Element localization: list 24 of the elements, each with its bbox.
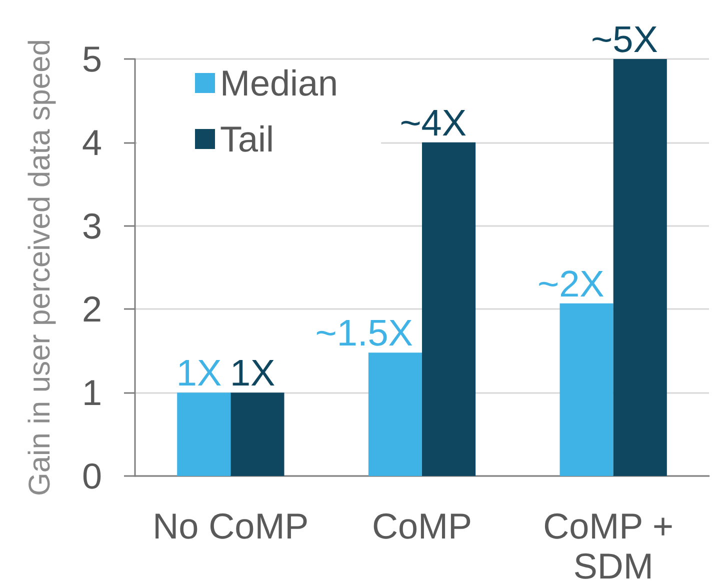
bar xyxy=(177,392,231,476)
bar xyxy=(230,392,284,476)
bar xyxy=(422,142,476,476)
bar xyxy=(560,303,614,476)
data-label: ~4X xyxy=(400,102,467,144)
y-axis-title: Gain in user perceived data speed xyxy=(24,39,56,496)
y-tick-label: 5 xyxy=(82,38,102,80)
legend-label: Median xyxy=(220,62,338,104)
y-tick-label: 0 xyxy=(82,456,102,496)
y-tick-label: 4 xyxy=(82,122,102,163)
data-label: ~2X xyxy=(537,263,604,304)
x-tick-label: CoMP + SDM xyxy=(543,506,684,586)
x-tick-label: CoMP xyxy=(372,506,472,546)
legend-label: Tail xyxy=(220,118,274,160)
bar xyxy=(613,59,667,476)
bar xyxy=(368,352,422,476)
data-label: ~1.5X xyxy=(315,312,413,354)
data-label: 1X xyxy=(176,352,222,394)
y-tick-label: 2 xyxy=(82,288,102,330)
x-tick-label: No CoMP xyxy=(152,506,309,546)
y-tick-label: 3 xyxy=(82,205,102,246)
data-label: ~5X xyxy=(591,19,658,60)
y-tick-label: 1 xyxy=(82,372,102,414)
data-label: 1X xyxy=(230,352,276,394)
